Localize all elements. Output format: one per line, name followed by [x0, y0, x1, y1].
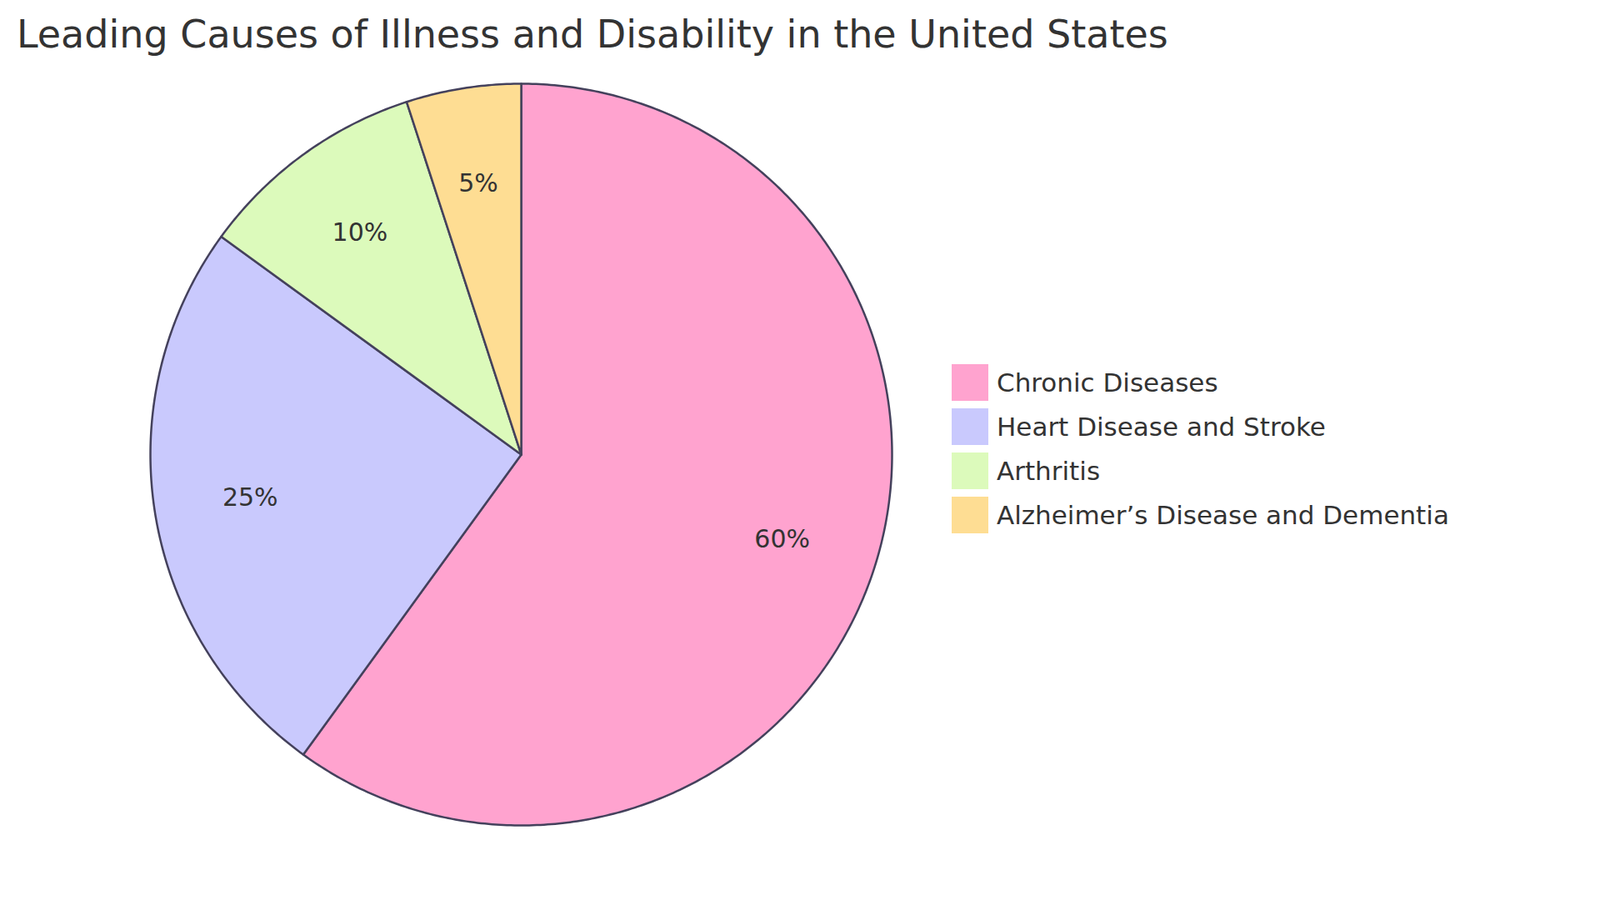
html-text:Chronic Diseases: Chronic Diseases	[996, 367, 1218, 398]
svg-text:25%: 25%	[222, 482, 279, 512]
svg-text:5%: 5%	[458, 168, 499, 198]
html-text:Arthritis: Arthritis	[996, 455, 1100, 486]
html-text:Heart Disease and Stroke: Heart Disease and Stroke	[996, 411, 1326, 442]
html-text:Alzheimer’s Disease and Dement: Alzheimer’s Disease and Dementia	[996, 499, 1450, 530]
svg-text:60%: 60%	[754, 524, 810, 554]
svg-text:10%: 10%	[332, 217, 389, 247]
html-text:Leading Causes of Illness and: Leading Causes of Illness and Disability…	[16, 11, 1169, 57]
